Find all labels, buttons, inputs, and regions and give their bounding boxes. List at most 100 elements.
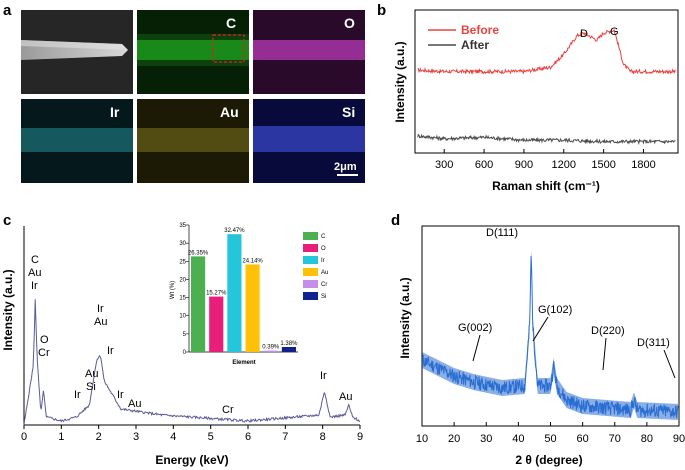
eds-label-c: C xyxy=(31,254,39,266)
raman-tick-600: 600 xyxy=(475,159,493,171)
inset-legend-swatch-si xyxy=(303,292,318,300)
inset-ytick-0: 0 xyxy=(183,350,187,356)
xrd-label-g102: G(102) xyxy=(538,304,572,316)
eds-ylabel: Intensity (a.u.) xyxy=(1,269,15,350)
raman-peak-g: G xyxy=(610,26,619,38)
xrd-tick-80: 80 xyxy=(641,433,653,445)
panel-label-b: b xyxy=(377,2,386,19)
map-label-si: Si xyxy=(342,104,355,120)
eds-tick-0: 0 xyxy=(21,431,27,443)
inset-value-c: 26.35% xyxy=(188,250,209,256)
map-label-c: C xyxy=(226,15,236,31)
xrd-label-d311: D(311) xyxy=(637,337,670,349)
xrd-tick-40: 40 xyxy=(512,433,524,445)
xrd-noise-band xyxy=(422,249,678,420)
xrd-tick-90: 90 xyxy=(673,433,685,445)
inset-ytick-5: 5 xyxy=(183,332,187,338)
eds-spectrum-line xyxy=(23,299,361,426)
inset-legend-si: Si xyxy=(321,294,326,300)
eds-label-ir-3: Ir xyxy=(107,345,114,357)
raman-tick-900: 900 xyxy=(515,159,533,171)
eds-label-au-5: Au xyxy=(339,391,352,403)
silicon-map: Si 2μm xyxy=(253,99,365,183)
xrd-arrow-g002 xyxy=(472,334,481,362)
eds-tick-8: 8 xyxy=(320,431,326,443)
eds-tick-7: 7 xyxy=(282,431,288,443)
panel-label-d: d xyxy=(391,212,400,229)
eds-label-si: Si xyxy=(86,381,96,393)
inset-ytick-25: 25 xyxy=(179,259,186,265)
inset-ytick-35: 35 xyxy=(179,223,186,229)
carbon-map: C xyxy=(137,10,249,94)
panel-c-eds: 0 1 2 3 4 5 6 7 8 9 C Au Ir O Cr Ir Au I… xyxy=(1,223,363,467)
inset-bar-au xyxy=(245,264,260,352)
raman-before-line xyxy=(417,29,676,75)
inset-bar-ir xyxy=(227,234,242,352)
panel-label-c: c xyxy=(3,212,11,229)
xrd-tick-50: 50 xyxy=(544,433,556,445)
xrd-tick-30: 30 xyxy=(480,433,492,445)
eds-tick-6: 6 xyxy=(245,431,251,443)
panel-b-raman: 300 600 900 1200 1500 1800 Before After … xyxy=(393,9,679,193)
raman-tick-300: 300 xyxy=(435,159,453,171)
panel-a-maps: C O Ir Au Si 2μm xyxy=(21,10,365,183)
inset-ytick-30: 30 xyxy=(179,241,186,247)
xrd-label-g002: G(002) xyxy=(458,322,492,334)
xrd-pattern-line xyxy=(422,255,679,419)
inset-bar-c xyxy=(191,256,206,352)
inset-value-cr: 0.39% xyxy=(262,345,280,351)
eds-tick-5: 5 xyxy=(208,431,214,443)
map-label-ir: Ir xyxy=(110,104,120,120)
eds-label-au-4: Au xyxy=(128,398,141,410)
eds-xlabel: Energy (keV) xyxy=(155,453,228,467)
inset-legend-swatch-au xyxy=(303,268,318,276)
iridium-map: Ir xyxy=(21,99,133,183)
eds-label-au-1: Au xyxy=(28,267,41,279)
inset-value-ir: 32.47% xyxy=(224,228,245,234)
zoom-box xyxy=(212,34,245,63)
inset-value-o: 15.27% xyxy=(206,291,227,297)
oxygen-map: O xyxy=(253,10,365,94)
eds-label-au-2: Au xyxy=(94,316,107,328)
xrd-xlabel: 2 θ (degree) xyxy=(515,453,582,467)
legend-before-label: Before xyxy=(461,23,499,37)
legend-after-label: After xyxy=(461,38,489,52)
raman-tick-1500: 1500 xyxy=(591,159,615,171)
raman-tick-1200: 1200 xyxy=(552,159,576,171)
inset-ytick-10: 10 xyxy=(179,314,186,320)
scale-bar-label: 2μm xyxy=(334,161,357,173)
eds-tick-1: 1 xyxy=(58,431,64,443)
eds-label-ir-1: Ir xyxy=(31,280,38,292)
inset-bar-o xyxy=(209,296,224,352)
raman-after-line xyxy=(417,133,676,146)
inset-legend-swatch-c xyxy=(303,232,318,240)
xrd-arrow-g102 xyxy=(532,316,549,342)
eds-label-ir-6: Ir xyxy=(320,370,327,382)
xrd-label-d220: D(220) xyxy=(591,325,625,337)
xrd-tick-70: 70 xyxy=(609,433,621,445)
eds-tick-3: 3 xyxy=(133,431,139,443)
eds-tick-4: 4 xyxy=(170,431,176,443)
raman-tick-1800: 1800 xyxy=(631,159,655,171)
inset-legend-swatch-o xyxy=(303,244,318,252)
inset-bar-chart: 0 5 10 15 20 25 30 35 26.35% 15.27% 32.4… xyxy=(170,223,328,366)
xrd-tick-60: 60 xyxy=(577,433,589,445)
xrd-tick-10: 10 xyxy=(416,433,428,445)
inset-value-si: 1.38% xyxy=(280,341,298,347)
inset-legend-cr: Cr xyxy=(321,282,327,288)
inset-bar-cr xyxy=(263,350,278,352)
eds-tick-9: 9 xyxy=(357,431,363,443)
eds-tick-2: 2 xyxy=(96,431,102,443)
inset-ytick-15: 15 xyxy=(179,296,186,302)
eds-label-cr-1: Cr xyxy=(38,347,50,359)
inset-xlabel: Element xyxy=(232,360,255,366)
panel-label-a: a xyxy=(3,2,12,19)
map-label-au: Au xyxy=(220,104,239,120)
map-label-o: O xyxy=(344,15,355,31)
inset-legend-o: O xyxy=(321,246,326,252)
inset-legend-swatch-ir xyxy=(303,256,318,264)
eds-label-au-3: Au xyxy=(85,368,98,380)
panel-d-xrd: 10 20 30 40 50 60 70 80 90 G(002) D(111)… xyxy=(398,225,685,467)
inset-ytick-20: 20 xyxy=(179,277,186,283)
